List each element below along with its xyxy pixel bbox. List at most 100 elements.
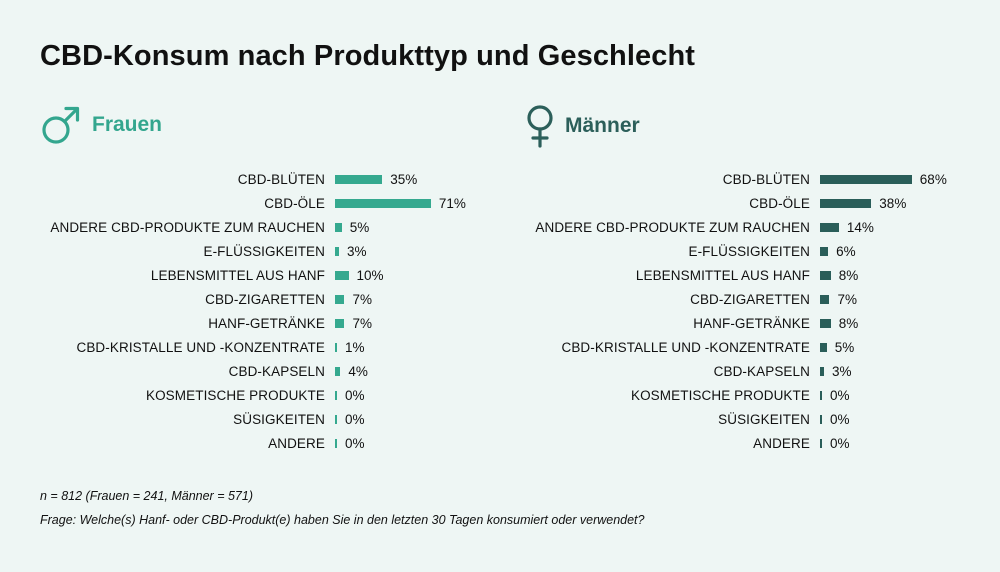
category-label: E-FLÜSSIGKEITEN xyxy=(688,244,810,259)
bar-row: CBD-KAPSELN 4% xyxy=(0,360,480,384)
bar xyxy=(335,415,337,424)
bar xyxy=(335,271,349,280)
category-label: CBD-ÖLE xyxy=(264,196,325,211)
bar xyxy=(335,199,431,208)
bar-row: CBD-KRISTALLE UND -KONZENTRATE 1% xyxy=(0,336,480,360)
bar xyxy=(820,247,829,256)
category-label: KOSMETISCHE PRODUKTE xyxy=(145,388,325,403)
category-label: CBD-KAPSELN xyxy=(713,364,810,379)
bar-row: KOSMETISCHE PRODUKTE 0% xyxy=(0,384,480,408)
bar-row: CBD-ÖLE 38% xyxy=(485,192,965,216)
category-label: LEBENSMITTEL AUS HANF xyxy=(635,268,810,283)
panel-header-frauen: Frauen xyxy=(40,104,162,146)
value-label: 3% xyxy=(832,364,852,379)
value-label: 7% xyxy=(352,292,372,307)
category-label: KOSMETISCHE PRODUKTE xyxy=(630,388,810,403)
value-label: 71% xyxy=(438,196,466,211)
bar xyxy=(820,271,831,280)
bar-row: KOSMETISCHE PRODUKTE 0% xyxy=(485,384,965,408)
category-label: HANF-GETRÄNKE xyxy=(208,316,325,331)
category-label: LEBENSMITTEL AUS HANF xyxy=(150,268,325,283)
value-label: 7% xyxy=(352,316,372,331)
bar xyxy=(820,319,831,328)
category-label: CBD-KRISTALLE UND -KONZENTRATE xyxy=(561,340,810,355)
bar-row: LEBENSMITTEL AUS HANF 10% xyxy=(0,264,480,288)
bar-row: CBD-BLÜTEN 68% xyxy=(485,168,965,192)
category-label: ANDERE CBD-PRODUKTE ZUM RAUCHEN xyxy=(50,220,325,235)
category-label: ANDERE xyxy=(753,436,810,451)
bar xyxy=(820,367,825,376)
bar xyxy=(820,295,830,304)
value-label: 0% xyxy=(345,388,365,403)
bar-row: ANDERE CBD-PRODUKTE ZUM RAUCHEN 5% xyxy=(0,216,480,240)
category-label: CBD-KRISTALLE UND -KONZENTRATE xyxy=(76,340,325,355)
bar xyxy=(335,295,345,304)
category-label: HANF-GETRÄNKE xyxy=(693,316,810,331)
bar xyxy=(820,175,912,184)
panel-title-maenner: Männer xyxy=(565,114,640,137)
bar xyxy=(335,319,345,328)
bar-row: ANDERE CBD-PRODUKTE ZUM RAUCHEN 14% xyxy=(485,216,965,240)
bar xyxy=(820,343,827,352)
bar-row: E-FLÜSSIGKEITEN 6% xyxy=(485,240,965,264)
value-label: 35% xyxy=(390,172,418,187)
value-label: 1% xyxy=(345,340,365,355)
bar-row: HANF-GETRÄNKE 7% xyxy=(0,312,480,336)
bar xyxy=(820,439,822,448)
bar xyxy=(335,391,337,400)
category-label: CBD-BLÜTEN xyxy=(237,172,325,187)
category-label: E-FLÜSSIGKEITEN xyxy=(203,244,325,259)
category-label: CBD-KAPSELN xyxy=(228,364,325,379)
bar xyxy=(335,439,337,448)
bar xyxy=(820,415,822,424)
panel-frauen: Frauen CBD-BLÜTEN 35% CBD-ÖLE 71% ANDERE CBD… xyxy=(0,100,480,460)
female-symbol-icon xyxy=(527,105,553,148)
male-symbol-icon xyxy=(42,106,80,144)
value-label: 14% xyxy=(846,220,874,235)
category-label: ANDERE CBD-PRODUKTE ZUM RAUCHEN xyxy=(535,220,810,235)
bar-row: SÜSIGKEITEN 0% xyxy=(485,408,965,432)
category-label: ANDERE xyxy=(268,436,325,451)
bar xyxy=(335,343,337,352)
value-label: 7% xyxy=(837,292,857,307)
bar xyxy=(820,199,872,208)
footnote-question: Frage: Welche(s) Hanf- oder CBD-Produkt(… xyxy=(40,513,645,527)
chart-title: CBD-Konsum nach Produkttyp und Geschlech… xyxy=(40,40,696,72)
bar xyxy=(335,367,341,376)
bar xyxy=(335,175,383,184)
bar xyxy=(335,223,342,232)
category-label: CBD-ÖLE xyxy=(749,196,810,211)
category-label: SÜSIGKEITEN xyxy=(233,412,325,427)
bar-row: CBD-KRISTALLE UND -KONZENTRATE 5% xyxy=(485,336,965,360)
bar xyxy=(820,223,839,232)
value-label: 4% xyxy=(348,364,368,379)
value-label: 5% xyxy=(349,220,370,235)
bar-row: ANDERE 0% xyxy=(0,432,480,456)
bar xyxy=(335,247,340,256)
bar-row: CBD-ÖLE 71% xyxy=(0,192,480,216)
panel-header-maenner: Männer xyxy=(525,104,640,148)
bar-row: LEBENSMITTEL AUS HANF 8% xyxy=(485,264,965,288)
value-label: 0% xyxy=(830,388,850,403)
panel-maenner: Männer CBD-BLÜTEN 68% CBD-ÖLE 38% ANDERE CBD… xyxy=(485,100,965,460)
category-label: CBD-BLÜTEN xyxy=(722,172,810,187)
bar-row: CBD-ZIGARETTEN 7% xyxy=(485,288,965,312)
bar-row: HANF-GETRÄNKE 8% xyxy=(485,312,965,336)
value-label: 0% xyxy=(345,412,365,427)
bar-row: CBD-BLÜTEN 35% xyxy=(0,168,480,192)
bar xyxy=(820,391,822,400)
bar-row: E-FLÜSSIGKEITEN 3% xyxy=(0,240,480,264)
category-label: SÜSIGKEITEN xyxy=(718,412,810,427)
value-label: 38% xyxy=(879,196,907,211)
value-label: 3% xyxy=(347,244,367,259)
bar-row: CBD-ZIGARETTEN 7% xyxy=(0,288,480,312)
panel-title-frauen: Frauen xyxy=(92,113,163,136)
value-label: 68% xyxy=(919,172,947,187)
bar-row: ANDERE 0% xyxy=(485,432,965,456)
bar-row: CBD-KAPSELN 3% xyxy=(485,360,965,384)
footnote-sample-size: n = 812 (Frauen = 241, Männer = 571) xyxy=(40,489,253,503)
value-label: 6% xyxy=(836,244,856,259)
value-label: 0% xyxy=(830,412,850,427)
category-label: CBD-ZIGARETTEN xyxy=(205,292,325,307)
value-label: 0% xyxy=(830,436,850,451)
